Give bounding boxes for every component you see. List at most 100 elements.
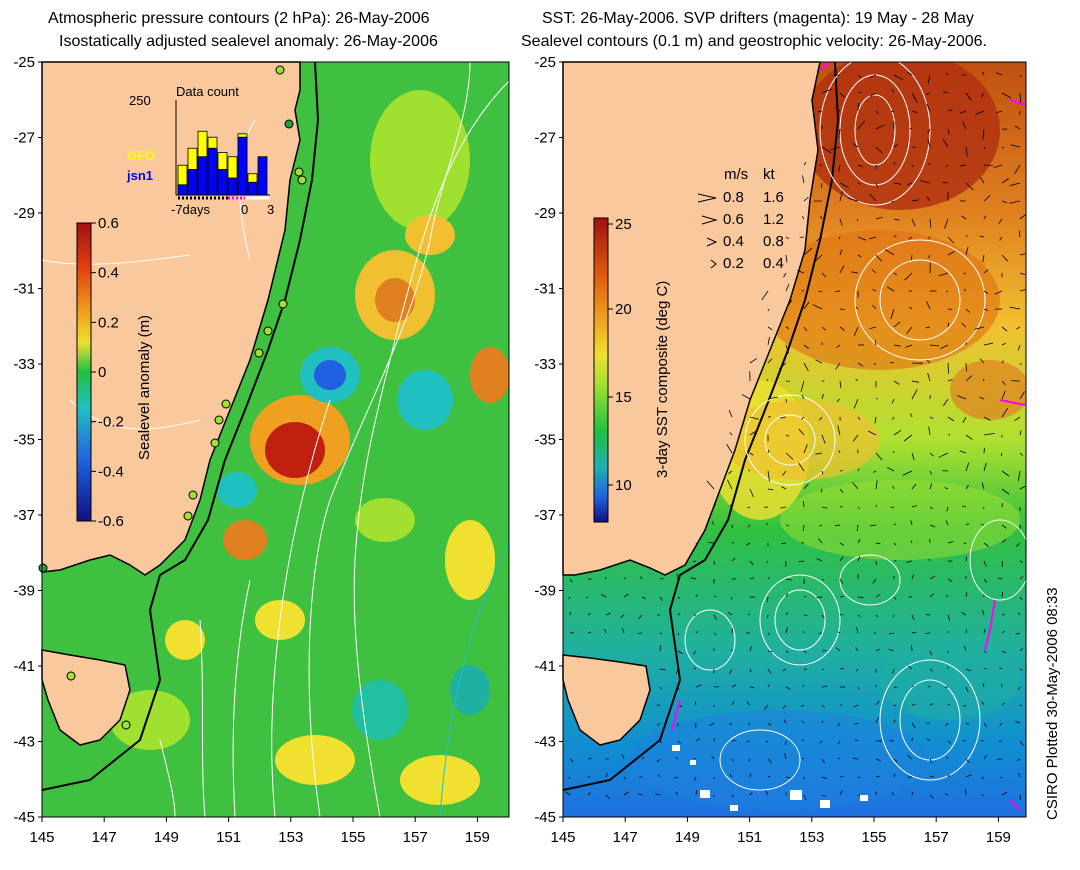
velocity-arrow — [965, 686, 969, 693]
velocity-arrow — [993, 164, 1003, 168]
velocity-arrow — [983, 269, 989, 274]
right-x-tick-label: 149 — [675, 829, 700, 846]
velocity-arrow — [839, 182, 849, 188]
velocity-arrow — [731, 740, 737, 742]
velocity-arrow — [965, 246, 969, 256]
velocity-arrow — [821, 272, 827, 278]
velocity-arrow — [785, 326, 790, 329]
velocity-arrow — [857, 182, 861, 185]
velocity-arrow — [926, 301, 931, 310]
velocity-arrow — [892, 485, 895, 490]
velocity-arrow — [821, 506, 828, 509]
velocity-arrow — [875, 648, 880, 652]
velocity-arrow — [812, 304, 823, 310]
right-y-tick-label: -43 — [534, 734, 556, 751]
velocity-arrow — [837, 740, 841, 745]
velocity-arrow — [767, 577, 770, 580]
velocity-arrow — [893, 719, 896, 724]
velocity-arrow — [586, 596, 589, 599]
left-x-tick-label: 155 — [340, 829, 365, 846]
velocity-arrow — [983, 146, 986, 150]
velocity-arrow — [568, 596, 571, 600]
velocity-arrow — [869, 193, 877, 202]
velocity-legend-ms: 0.6 — [723, 211, 744, 228]
velocity-arrow — [836, 398, 841, 403]
velocity-arrow — [983, 342, 994, 346]
velocity-arrow — [982, 254, 985, 263]
velocity-arrow — [641, 596, 646, 599]
velocity-arrow — [875, 164, 877, 170]
right-colorbar-tick: 15 — [615, 389, 632, 406]
velocity-arrow — [947, 416, 955, 422]
velocity-arrow — [1019, 740, 1024, 746]
velocity-arrow — [929, 344, 940, 347]
velocity-arrow — [852, 757, 859, 760]
right-sealevel-contours — [684, 62, 1026, 791]
velocity-arrow — [677, 612, 681, 616]
velocity-arrow — [839, 542, 845, 546]
velocity-arrow — [903, 434, 913, 442]
velocity-arrow — [998, 218, 1003, 225]
velocity-arrow — [565, 791, 571, 796]
velocity-arrow — [766, 379, 769, 382]
velocity-arrow — [785, 776, 791, 779]
velocity-arrow — [852, 143, 859, 148]
velocity-arrow — [785, 283, 790, 292]
velocity-arrow — [965, 484, 969, 490]
velocity-arrow — [893, 74, 903, 81]
velocity-arrow — [785, 650, 789, 654]
left-y-tick-label: -33 — [13, 356, 35, 373]
velocity-arrow — [746, 740, 751, 742]
velocity-arrow — [961, 322, 967, 328]
velocity-arrow — [947, 109, 953, 112]
velocity-arrow — [893, 596, 897, 600]
right-x-tick-label: 159 — [986, 829, 1011, 846]
velocity-arrow — [1016, 758, 1021, 762]
velocity-arrow — [928, 254, 931, 259]
velocity-arrow — [875, 560, 877, 566]
velocity-arrow — [816, 558, 823, 562]
velocity-legend-kt: 1.2 — [763, 211, 784, 228]
right-y-tick-label: -39 — [534, 583, 556, 600]
left-x-tick-label: 145 — [29, 829, 54, 846]
velocity-arrow — [942, 138, 949, 148]
velocity-arrow — [983, 290, 989, 294]
velocity-arrow — [839, 578, 843, 584]
velocity-arrow — [893, 161, 896, 166]
velocity-arrow — [767, 758, 773, 764]
velocity-arrow — [911, 218, 916, 227]
velocity-arrow — [821, 434, 826, 444]
velocity-arrow — [1000, 452, 1003, 457]
velocity-arrow — [749, 452, 754, 456]
velocity-arrow — [838, 450, 841, 454]
velocity-arrow — [659, 578, 664, 580]
velocity-arrow — [749, 646, 752, 652]
velocity-arrow — [1009, 182, 1021, 187]
velocity-arrow — [857, 120, 866, 130]
velocity-arrow — [1019, 668, 1023, 671]
velocity-arrow — [945, 290, 949, 292]
velocity-arrow — [875, 216, 883, 220]
velocity-arrow — [835, 362, 841, 370]
left-x-tick-label: 153 — [278, 829, 303, 846]
velocity-arrow — [983, 164, 993, 166]
velocity-arrow — [963, 272, 967, 275]
velocity-arrow — [908, 665, 913, 670]
velocity-arrow — [765, 740, 769, 743]
velocity-arrow — [839, 556, 844, 562]
velocity-arrow — [837, 757, 841, 760]
velocity-arrow — [675, 668, 679, 674]
velocity-arrow — [910, 254, 913, 261]
velocity-arrow — [938, 452, 949, 458]
velocity-arrow — [855, 647, 859, 652]
velocity-arrow — [893, 704, 897, 707]
velocity-arrow — [891, 110, 895, 113]
velocity-arrow — [839, 265, 845, 274]
velocity-arrow — [875, 775, 880, 778]
velocity-arrow — [813, 254, 823, 263]
velocity-arrow — [945, 520, 949, 526]
velocity-arrow — [800, 380, 805, 392]
velocity-arrow — [785, 434, 790, 437]
velocity-arrow — [1010, 144, 1021, 148]
